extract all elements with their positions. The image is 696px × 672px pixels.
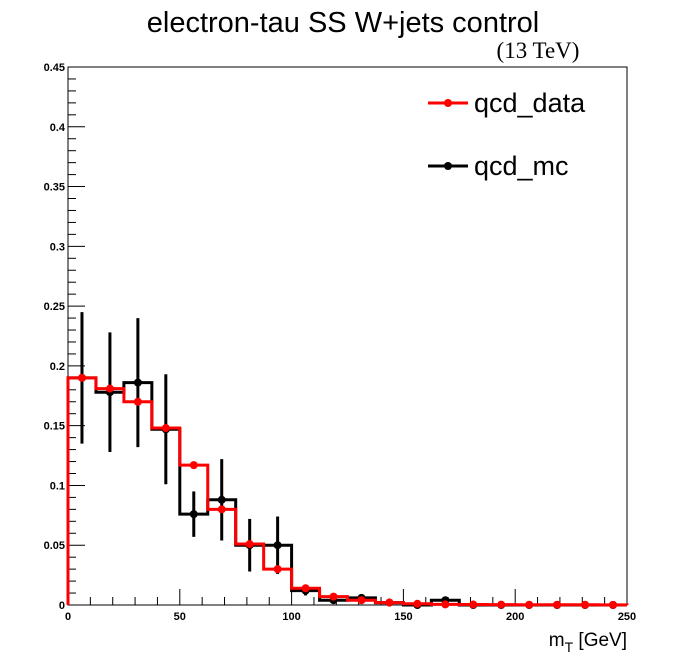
y-tick-label: 0.35 [44,182,65,194]
data-point [609,600,618,609]
data-point [133,397,142,406]
data-point [385,598,394,607]
data-point [581,600,590,609]
legend-label: qcd_mc [474,151,569,181]
y-tick-label: 0 [59,600,65,612]
series-qcd-data [66,373,629,609]
step-line [66,376,629,607]
data-point [273,565,282,574]
legend-marker [444,162,452,170]
data-point [161,424,170,433]
x-tick-label: 150 [394,611,412,623]
data-point [413,599,422,608]
y-tick-label: 0.05 [44,540,65,552]
data-point [357,596,366,605]
data-point [133,378,142,387]
energy-label: (13 TeV) [497,38,580,63]
data-point [189,461,198,470]
legend-label: qcd_data [474,88,586,118]
data-point [217,505,226,514]
data-point [329,592,338,601]
data-point [217,495,226,504]
legend-entry-qcd-mc: qcd_mc [428,151,569,181]
x-axis-title-main: m [549,630,565,651]
x-axis-title-unit: [GeV] [573,630,627,651]
chart-title: electron-tau SS W+jets control [147,7,539,39]
y-tick-label: 0.3 [50,241,65,253]
data-point [189,510,198,519]
legend-marker [444,99,452,107]
data-point [525,600,534,609]
y-axis: 0 0.05 0.1 0.15 0.2 0.25 0.3 0.35 0.4 0.45 [44,62,85,612]
data-point [441,600,450,609]
plot-frame [67,66,628,606]
y-tick-label: 0.2 [50,361,65,373]
data-point [497,600,506,609]
legend: qcd_data qcd_mc [428,88,586,181]
x-tick-label: 200 [506,611,524,623]
series-qcd-mc [66,312,627,609]
y-tick-label: 0.4 [50,122,66,134]
x-tick-label: 250 [618,611,636,623]
series-layer [66,312,629,609]
x-tick-label: 100 [282,611,300,623]
legend-entry-qcd-data: qcd_data [428,88,586,118]
x-tick-label: 0 [65,611,71,623]
data-point [77,373,86,382]
data-point [553,600,562,609]
x-axis-title: mT [GeV] [549,630,627,655]
y-tick-label: 0.45 [44,62,65,74]
x-tick-label: 50 [174,611,186,623]
y-tick-label: 0.15 [44,421,65,433]
data-point [273,541,282,550]
x-axis-title-sub: T [565,639,574,655]
data-point [469,600,478,609]
y-tick-label: 0.1 [50,480,65,492]
y-tick-label: 0.25 [44,301,65,313]
data-point [105,384,114,393]
data-point [301,584,310,593]
data-point [245,540,254,549]
